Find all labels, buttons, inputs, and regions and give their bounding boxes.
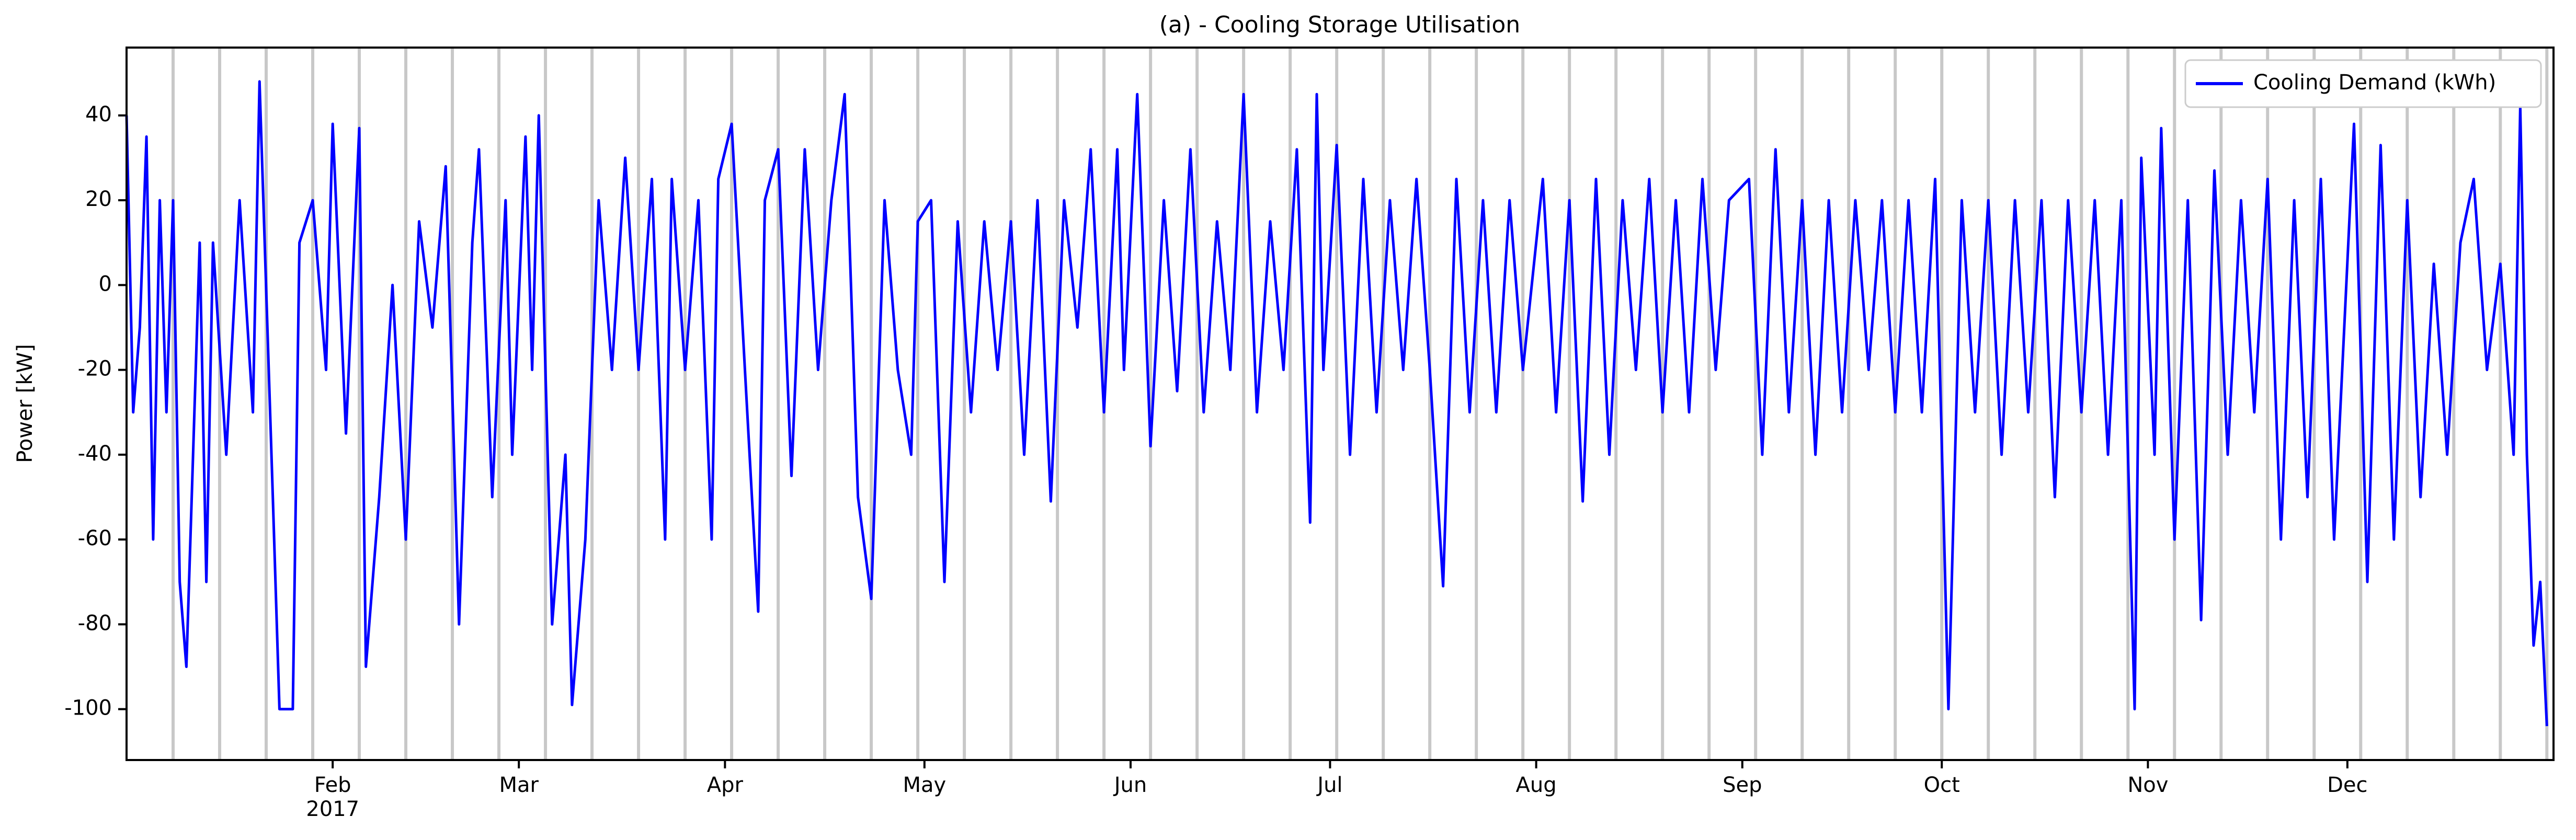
x-tick-label: Sep [1723, 773, 1762, 797]
legend-box [2184, 59, 2542, 108]
y-tick-label: -60 [78, 526, 112, 550]
x-tick-label: Jul [1316, 773, 1342, 797]
x-tick-label: Oct [1924, 773, 1960, 797]
x-tick-label: Nov [2127, 773, 2168, 797]
x-tick-label: Apr [707, 773, 744, 797]
y-tick-label: 20 [85, 187, 112, 211]
legend-label: Cooling Demand (kWh) [2253, 71, 2496, 95]
x-year-label: 2017 [306, 797, 359, 821]
y-tick-label: 0 [99, 272, 112, 296]
y-tick-label: -20 [78, 357, 112, 381]
x-tick-label: Mar [499, 773, 539, 797]
x-tick-label: Aug [1516, 773, 1557, 797]
series-line [125, 80, 2548, 727]
y-tick-label: 40 [85, 102, 112, 126]
x-tick-label: May [903, 773, 946, 797]
x-tick-label: Jun [1113, 773, 1147, 797]
chart-title: (a) - Cooling Storage Utilisation [1159, 11, 1520, 38]
plot-frame [126, 47, 2555, 761]
y-axis-label: Power [kW] [13, 344, 37, 463]
x-tick-label: Feb [314, 773, 351, 797]
y-tick-label: -80 [78, 611, 112, 635]
x-tick-label: Dec [2327, 773, 2367, 797]
y-tick-label: -100 [64, 696, 112, 720]
y-tick-label: -40 [78, 442, 112, 466]
